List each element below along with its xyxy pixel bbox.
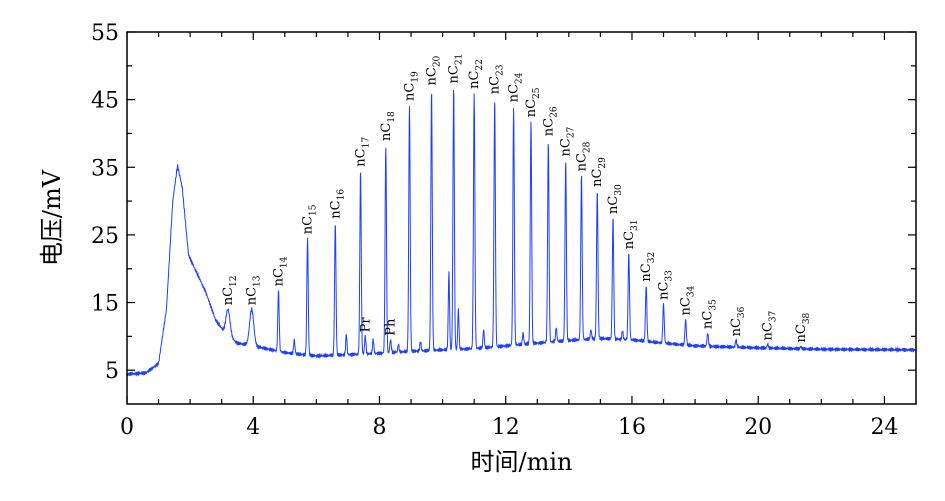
trace-layer (126, 89, 917, 377)
y-tick-label: 5 (105, 359, 119, 384)
peak-label: nC38 (794, 312, 812, 342)
peak-label: nC15 (301, 204, 319, 234)
y-ticks-layer: 5 15 25 35 45 55 (91, 21, 916, 384)
peak-label: nC29 (590, 157, 608, 187)
peak-label: nC24 (507, 72, 525, 102)
peak-label: Ph (384, 318, 399, 336)
peak-label: Pr (358, 317, 373, 333)
peak-label: nC28 (575, 141, 593, 171)
peak-label: nC14 (272, 256, 290, 286)
peak-label: nC26 (541, 106, 559, 136)
peak-label: nC17 (354, 137, 372, 167)
chromatogram-trace (126, 89, 917, 377)
peak-label: nC31 (622, 219, 640, 249)
y-tick-label: 15 (91, 292, 119, 317)
y-tick-label: 45 (91, 89, 119, 114)
y-axis-title: 电压/mV (38, 169, 66, 266)
plot-frame (126, 31, 917, 405)
peak-labels-layer: nC12 nC13 nC14 nC15 nC16 nC17 Pr nC18 Ph nC19 nC20… (221, 54, 812, 343)
peak-label: nC35 (701, 299, 719, 329)
peak-label: nC30 (606, 184, 624, 214)
peak-label: nC22 (467, 59, 485, 89)
x-tick-label: 4 (246, 415, 260, 440)
peak-label: nC12 (221, 276, 239, 306)
peak-label: nC25 (524, 87, 542, 117)
peak-label: nC37 (761, 310, 779, 340)
peak-label: nC13 (245, 275, 263, 305)
peak-label: nC16 (328, 189, 346, 219)
y-tick-label: 25 (91, 224, 119, 249)
peak-label: nC27 (559, 126, 577, 156)
peak-label: nC20 (425, 55, 443, 85)
peak-label: nC18 (379, 111, 397, 141)
peak-label: nC33 (657, 270, 675, 300)
x-axis-title: 时间/min (471, 448, 573, 476)
x-tick-label: 16 (618, 415, 646, 440)
peak-label: nC23 (488, 64, 506, 94)
peak-label: nC32 (639, 252, 657, 282)
x-tick-label: 20 (744, 415, 772, 440)
peak-label: nC19 (403, 71, 421, 101)
x-tick-label: 12 (492, 415, 520, 440)
x-tick-label: 24 (870, 415, 898, 440)
peak-label: nC21 (447, 54, 465, 84)
x-ticks-layer: 0 4 8 12 16 20 24 (120, 32, 898, 440)
y-tick-label: 55 (91, 21, 119, 46)
x-tick-label: 0 (120, 415, 134, 440)
x-tick-label: 8 (372, 415, 386, 440)
y-tick-label: 35 (91, 156, 119, 181)
axes-layer (126, 31, 917, 405)
peak-label: nC36 (729, 306, 747, 336)
peak-label: nC34 (679, 285, 697, 315)
